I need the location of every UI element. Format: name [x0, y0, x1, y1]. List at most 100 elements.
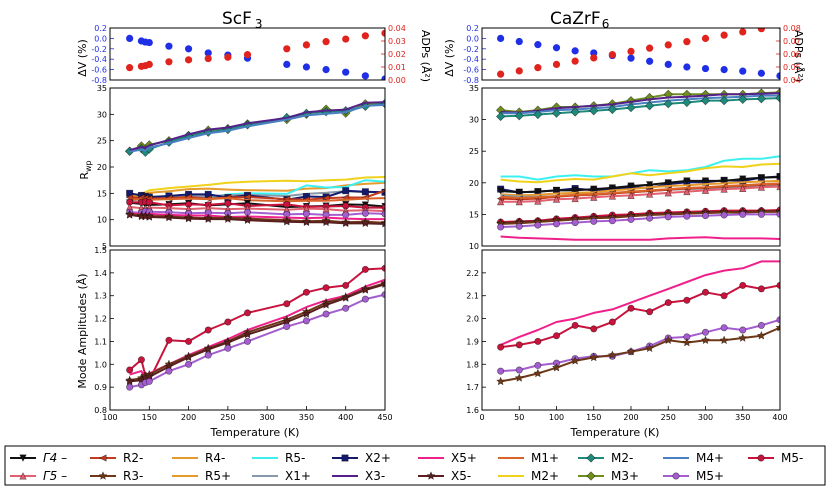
- ylabel-mode-amplitudes: Mode Amplitudes (Å): [76, 273, 89, 388]
- xtick-label: 50: [514, 413, 524, 422]
- marker-X5-: [144, 212, 154, 221]
- marker-M5+: [302, 317, 310, 325]
- legend-item-X5-: X5-: [418, 469, 471, 483]
- plot-area-scf3-amp: [125, 264, 385, 391]
- marker-M3+: [663, 89, 673, 99]
- marker-Γ4-: [776, 173, 780, 181]
- marker-X5-: [125, 210, 135, 219]
- marker-M5+: [683, 212, 691, 220]
- point-ADPs: [165, 58, 173, 66]
- marker-X5-: [164, 212, 174, 222]
- marker-R3-: [514, 373, 524, 382]
- point-ADPs: [243, 51, 252, 59]
- marker-M5+: [342, 211, 350, 219]
- marker-M5+: [165, 367, 173, 375]
- ytick-label: 25: [469, 147, 479, 156]
- marker-M2-: [682, 97, 692, 108]
- frame-cazrf6-rwp: [481, 87, 781, 247]
- point-ΔV: [720, 66, 728, 74]
- marker-M2-: [719, 96, 729, 106]
- point-ΔV: [342, 68, 350, 76]
- series-line-R3-: [500, 326, 780, 383]
- panel-cazrf6-amp: 2.2 2.1 2.0 1.9 1.8 1.7 1.60 50 100 150 200 250 300 3…: [466, 249, 788, 422]
- marker-Γ4-: [739, 175, 747, 183]
- marker-R2-: [381, 188, 385, 193]
- point-ADPs: [701, 34, 710, 43]
- marker-X5-: [242, 215, 253, 225]
- point-ADPs: [608, 51, 616, 59]
- legend-label: X1+: [285, 469, 311, 483]
- ytick-label: 2.1: [466, 292, 479, 301]
- marker-Γ5-: [664, 189, 672, 197]
- marker-X5-: [321, 300, 331, 309]
- marker-Γ4-: [720, 177, 728, 185]
- marker-M5-: [302, 288, 310, 296]
- ytick-label: 1.3: [94, 292, 107, 301]
- series-line-M1+: [500, 182, 780, 199]
- point-ΔV: [701, 64, 710, 73]
- point-ΔV: [204, 49, 212, 57]
- legend-item-M2+: M2+: [498, 469, 559, 483]
- legend-item-M5+: M5+: [663, 469, 724, 483]
- ytick-label: 10: [469, 242, 479, 251]
- marker-Γ4-: [590, 185, 598, 193]
- ytick-label: 20: [97, 163, 107, 172]
- panel-cazrf6-top: 0.20.0 -0.2-0.4 -0.6-0.8 0.08 0.07 0.06 0.05 0.…: [463, 24, 801, 85]
- legend-item-X3-: X3-: [332, 469, 385, 483]
- marker-M2-: [756, 94, 766, 104]
- legend-label: R3-: [123, 469, 143, 483]
- xtick-label: 150: [586, 413, 601, 422]
- marker-M5-: [342, 281, 350, 289]
- marker-X5-: [203, 344, 213, 354]
- marker-M2-: [551, 108, 562, 118]
- marker-M2-: [775, 93, 780, 103]
- marker-M5+: [608, 217, 616, 225]
- marker-R3-: [775, 322, 780, 332]
- marker-R3-: [551, 362, 562, 372]
- marker-M5+: [664, 213, 672, 221]
- legend-item-M2-: M2-: [578, 451, 633, 465]
- legend-item-R5+: R5+: [172, 469, 231, 483]
- ytick-label: 35: [469, 84, 479, 93]
- legend-item-M5-: M5-: [748, 451, 803, 465]
- point-ADPs: [739, 28, 747, 36]
- plot-area-scf3-rwp: [125, 98, 385, 228]
- marker-Γ4-: [757, 174, 766, 182]
- frame-scf3-top: [109, 27, 386, 81]
- series-line-M5-: [500, 284, 780, 349]
- marker-M2-: [700, 96, 711, 106]
- marker-Γ5-: [701, 186, 710, 194]
- marker-M5+: [126, 383, 134, 391]
- marker-M5+: [757, 321, 765, 329]
- plot-area-scf3-top: [126, 29, 385, 80]
- point-ΔV: [590, 49, 598, 57]
- point-ΔV: [381, 75, 385, 80]
- series-line-M5+: [500, 213, 780, 228]
- marker-R3-: [682, 337, 692, 347]
- ytick-label: 1.9: [466, 337, 479, 346]
- point-ΔV: [515, 37, 523, 46]
- marker-M5-: [552, 332, 560, 340]
- marker-Γ4-: [515, 188, 523, 197]
- ytick-label: 1.8: [466, 360, 479, 369]
- marker-M5-: [322, 284, 330, 292]
- marker-Γ4-: [683, 177, 691, 185]
- legend-label: R5+: [205, 469, 231, 483]
- marker-X5-: [360, 285, 370, 294]
- marker-M5+: [361, 209, 369, 217]
- marker-Γ5-: [757, 183, 766, 191]
- legend-item-Γ5 –: Γ5 –: [10, 469, 67, 483]
- point-ΔV: [184, 45, 193, 53]
- marker-M5+: [627, 215, 635, 223]
- marker-M2-: [645, 101, 655, 111]
- marker-M5-: [165, 336, 173, 344]
- ytick-label-right: 0.08: [783, 24, 801, 33]
- point-ADPs: [683, 38, 691, 46]
- marker-X2+: [361, 188, 369, 196]
- marker-M2-: [570, 107, 580, 117]
- point-ΔV: [165, 42, 173, 50]
- ytick-label-right: 0.04: [783, 76, 801, 85]
- point-ADPs: [322, 38, 330, 46]
- point-ΔV: [739, 67, 747, 75]
